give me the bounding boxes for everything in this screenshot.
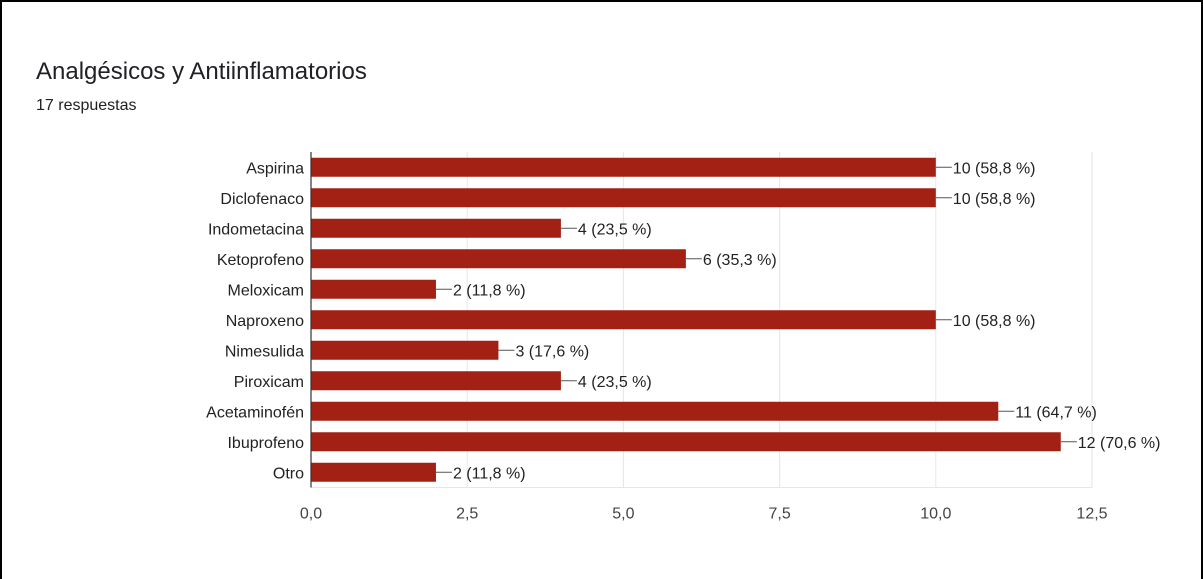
bar	[311, 371, 561, 391]
bar	[311, 157, 936, 177]
category-label: Ibuprofeno	[227, 435, 304, 452]
bar	[311, 249, 686, 269]
data-label: 10 (58,8 %)	[953, 160, 1036, 177]
data-label: 10 (58,8 %)	[953, 313, 1036, 330]
data-label: 12 (70,6 %)	[1078, 435, 1161, 452]
data-label: 4 (23,5 %)	[578, 221, 652, 238]
x-tick-label: 2,5	[456, 506, 478, 523]
data-labels: 10 (58,8 %) 10 (58,8 %) 4 (23,5 %) 6 (35,3 …	[435, 160, 1161, 482]
category-label: Nimesulida	[225, 343, 304, 360]
x-tick-label: 12,5	[1076, 506, 1107, 523]
bar	[311, 462, 436, 482]
bars	[310, 152, 1061, 488]
category-label: Naproxeno	[226, 313, 304, 330]
x-tick-label: 5,0	[612, 506, 634, 523]
bar	[311, 432, 1061, 452]
category-label: Aspirina	[246, 160, 304, 177]
bar	[311, 401, 999, 421]
category-label: Otro	[273, 465, 304, 482]
data-label: 2 (11,8 %)	[453, 465, 526, 482]
category-labels: Aspirina Diclofenaco Indometacina Ketoprofe…	[206, 160, 304, 482]
data-label: 10 (58,8 %)	[953, 191, 1036, 208]
bar	[311, 279, 436, 299]
chart-title: Analgésicos y Antiinflamatorios	[36, 58, 367, 85]
category-label: Acetaminofén	[206, 404, 304, 421]
response-count: 17 respuestas	[36, 97, 137, 114]
x-tick-label: 7,5	[768, 506, 790, 523]
bar	[311, 188, 936, 208]
category-label: Indometacina	[208, 221, 304, 238]
data-label: 2 (11,8 %)	[453, 282, 526, 299]
bar	[311, 310, 936, 330]
bar	[311, 218, 561, 238]
data-label: 6 (35,3 %)	[703, 252, 777, 269]
category-label: Meloxicam	[228, 282, 304, 299]
category-label: Ketoprofeno	[217, 252, 304, 269]
category-label: Diclofenaco	[220, 191, 304, 208]
x-tick-labels: 0,0 2,5 5,0 7,5 10,0 12,5	[300, 506, 1108, 523]
data-label: 11 (64,7 %)	[1015, 404, 1097, 421]
x-tick-label: 10,0	[920, 506, 951, 523]
bar	[311, 340, 499, 360]
category-label: Piroxicam	[234, 374, 304, 391]
x-tick-label: 0,0	[300, 506, 322, 523]
data-label: 3 (17,6 %)	[515, 343, 589, 360]
data-label: 4 (23,5 %)	[578, 374, 652, 391]
